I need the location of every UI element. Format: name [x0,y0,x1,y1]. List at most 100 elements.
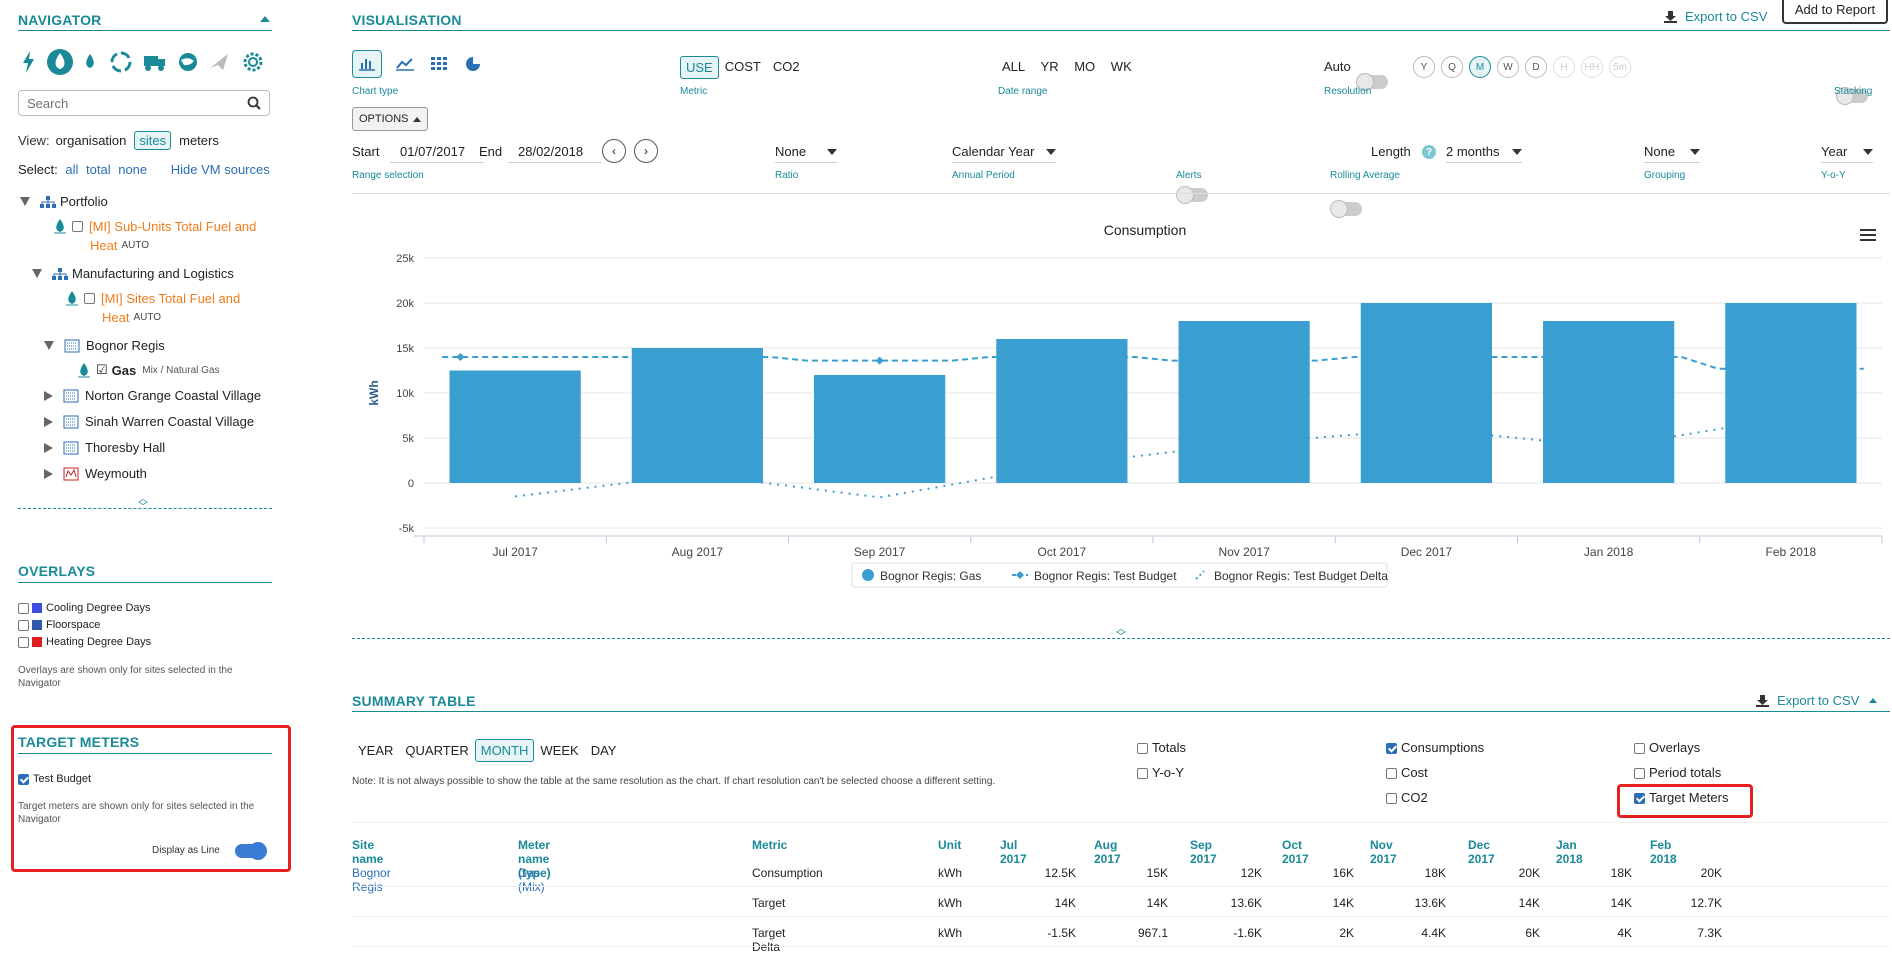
water-icon[interactable] [86,54,94,68]
chart-resize-divider[interactable] [352,638,1890,639]
tree-item-norton[interactable]: Norton Grange Coastal Village [44,388,261,403]
overlay-item[interactable]: Floorspace [18,619,100,631]
bar-chart-icon[interactable] [352,50,382,78]
resolution-m[interactable]: M [1469,56,1491,78]
alerts-toggle[interactable] [1176,186,1208,204]
ratio-dropdown[interactable]: None [775,144,837,163]
options-button[interactable]: OPTIONS [352,107,428,131]
date-yr[interactable]: YR [1040,59,1059,74]
add-to-report-button[interactable]: Add to Report [1782,0,1888,24]
fuel-icon[interactable] [47,49,73,75]
view-organisation[interactable]: organisation [55,133,127,148]
truck-icon[interactable] [144,56,165,71]
target-meter-item[interactable]: Test Budget [18,773,91,785]
overlay-checkbox[interactable] [18,602,29,614]
paper-plane-icon[interactable] [210,54,228,70]
summary-export-csv-button[interactable]: Export to CSV [1756,693,1878,708]
metric-co2[interactable]: CO2 [772,59,800,74]
annual-period-dropdown[interactable]: Calendar Year [952,144,1056,163]
rolling-average-toggle[interactable] [1330,200,1362,218]
overlay-checkbox[interactable] [18,619,29,631]
yoy-checkbox[interactable] [1137,768,1148,780]
tree-checkbox[interactable] [72,220,83,232]
stacking-toggle[interactable] [1836,87,1868,105]
period-day[interactable]: DAY [590,743,617,758]
recycle-icon[interactable] [110,51,132,73]
globe-icon[interactable] [179,53,197,71]
co2-checkbox[interactable] [1386,793,1397,805]
resolution-5m[interactable]: 5m [1609,56,1631,78]
navigator-resize-divider[interactable] [18,508,272,509]
resize-handle-icon[interactable]: ︿ ﹀ [138,494,148,513]
expand-icon[interactable] [44,416,53,427]
search-box[interactable] [18,90,270,116]
tree-item-gas[interactable]: ☑ Gas Mix / Natural Gas [78,362,219,378]
tree-item-sub-units[interactable]: [MI] Sub-Units Total Fuel and [54,218,256,234]
target-meter-checkbox[interactable] [18,773,29,785]
resolution-hh[interactable]: HH [1581,56,1603,78]
expand-icon[interactable] [44,442,53,453]
tree-checkbox-checked-icon[interactable]: ☑ [96,362,108,377]
length-dropdown[interactable]: 2 months [1446,144,1522,163]
overlay-item[interactable]: Cooling Degree Days [18,602,151,614]
overlays-checkbox[interactable] [1634,743,1645,755]
select-none[interactable]: none [118,162,148,177]
tree-item-sites-total[interactable]: [MI] Sites Total Fuel and [66,290,240,306]
next-range-button[interactable]: › [634,139,658,163]
grid-chart-icon[interactable] [424,50,454,78]
auto-resolution-toggle[interactable] [1356,73,1388,91]
tree-item-manufacturing[interactable]: Manufacturing and Logistics [32,266,234,281]
collapse-navigator-icon[interactable] [260,16,270,22]
previous-range-button[interactable]: ‹ [602,139,626,163]
option-totals[interactable]: Totals [1137,740,1186,755]
resolution-h[interactable]: H [1553,56,1575,78]
expand-icon[interactable] [44,390,53,401]
period-month[interactable]: MONTH [474,739,535,762]
line-chart-icon[interactable] [390,50,420,78]
chart-resize-handle-icon[interactable]: ︿ ﹀ [1116,624,1126,643]
option-co2[interactable]: CO2 [1386,790,1428,805]
chart-menu-icon[interactable] [1860,229,1876,241]
yoy-dropdown[interactable]: Year [1821,144,1873,163]
grouping-dropdown[interactable]: None [1644,144,1700,163]
display-line-toggle[interactable] [235,842,267,860]
resolution-d[interactable]: D [1525,56,1547,78]
view-sites[interactable]: sites [134,131,172,150]
resolution-y[interactable]: Y [1413,56,1435,78]
search-input[interactable] [25,95,239,112]
overlay-item[interactable]: Heating Degree Days [18,636,151,648]
export-csv-button[interactable]: Export to CSV [1664,9,1767,24]
option-yoy[interactable]: Y-o-Y [1137,765,1184,780]
expand-icon[interactable] [44,468,53,479]
help-icon[interactable]: ? [1422,145,1436,159]
tree-checkbox[interactable] [84,292,95,304]
totals-checkbox[interactable] [1137,743,1148,755]
metric-use[interactable]: USE [680,56,719,79]
table-cell-site[interactable]: Bognor Regis [352,866,391,894]
start-date-input[interactable]: 01/07/2017 [390,144,484,163]
table-cell-meter[interactable]: Gas (Mix) [518,866,545,894]
select-total[interactable]: total [86,162,111,177]
chevron-up-icon[interactable] [1869,698,1878,703]
resolution-q[interactable]: Q [1441,56,1463,78]
tree-item-thoresby[interactable]: Thoresby Hall [44,440,165,455]
option-consumptions[interactable]: Consumptions [1386,740,1484,755]
hide-vm-sources[interactable]: Hide VM sources [170,162,270,177]
expand-icon[interactable] [32,269,42,278]
expand-icon[interactable] [44,341,54,350]
option-cost[interactable]: Cost [1386,765,1428,780]
period-totals-checkbox[interactable] [1634,768,1645,780]
resolution-w[interactable]: W [1497,56,1519,78]
period-week[interactable]: WEEK [540,743,579,758]
date-wk[interactable]: WK [1110,59,1132,74]
metric-cost[interactable]: COST [724,59,761,74]
end-date-input[interactable]: 28/02/2018 [508,144,602,163]
electricity-icon[interactable] [23,51,34,73]
search-icon[interactable] [247,96,261,110]
cost-checkbox[interactable] [1386,768,1397,780]
tree-item-bognor-regis[interactable]: Bognor Regis [44,338,165,353]
view-meters[interactable]: meters [179,133,219,148]
date-mo[interactable]: MO [1074,59,1096,74]
pie-chart-icon[interactable] [458,50,488,78]
tree-item-weymouth[interactable]: Weymouth [44,466,147,481]
